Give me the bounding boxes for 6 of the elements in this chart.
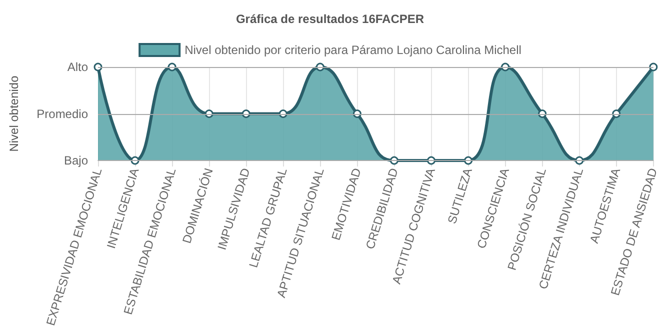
legend-label: Nivel obtenido por criterio para Páramo Lojano Carolina Michell — [184, 43, 522, 57]
ref-line-label: Promedio — [36, 106, 88, 121]
ref-line-label: Bajo — [64, 154, 88, 168]
y-axis-title: Nivel obtenido — [7, 75, 21, 152]
chart-title: Gráfica de resultados 16FACPER — [236, 12, 424, 26]
ref-line-label: Alto — [67, 60, 88, 74]
